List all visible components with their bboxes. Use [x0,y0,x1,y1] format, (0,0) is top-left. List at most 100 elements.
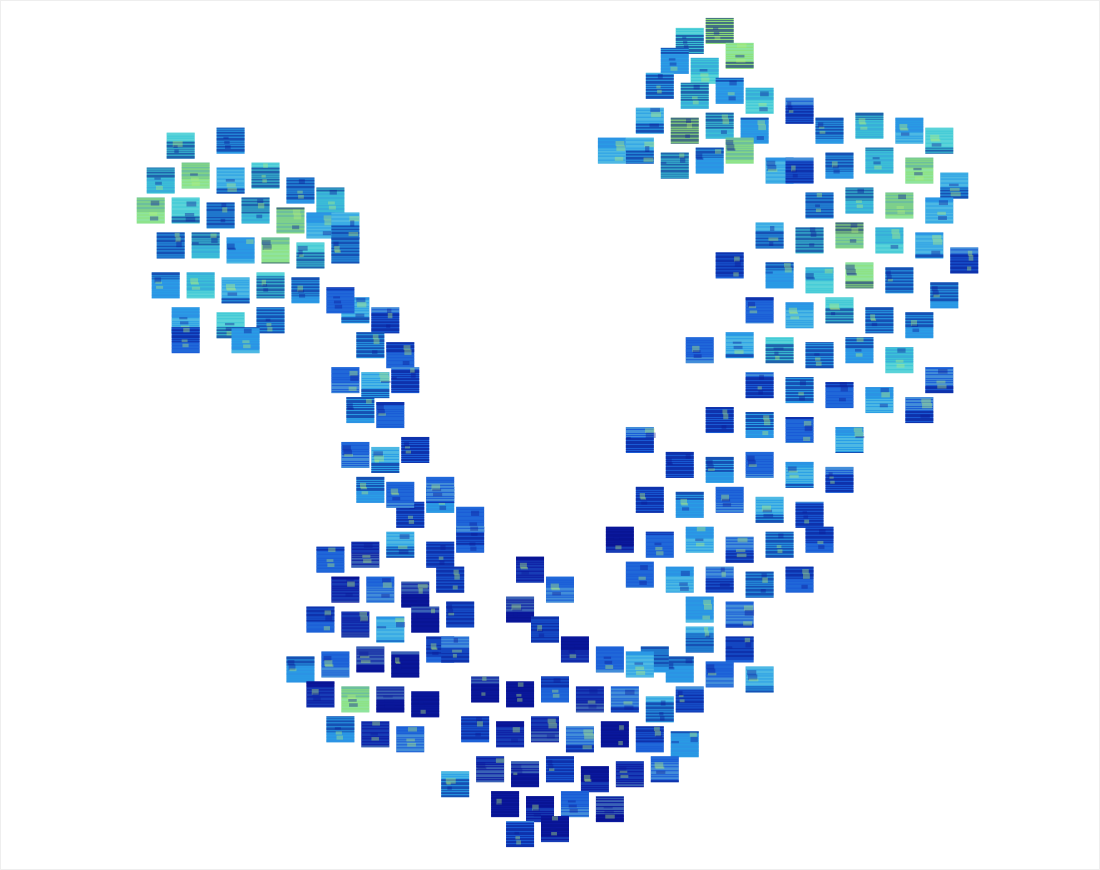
tile-base [676,492,704,518]
chart-container [0,0,1100,870]
tile-stripe [786,321,814,322]
tile-blob [891,245,899,249]
tile-stripe [646,710,674,711]
spectrogram-tile [756,497,784,523]
tile-stripe [581,788,609,789]
tile-blob [855,436,864,438]
tile-stripe [806,551,834,553]
tile-blob [762,577,768,582]
tile-stripe [541,828,569,831]
tile-stripe [436,590,464,593]
tile-blob [815,357,820,360]
tile-stripe [825,388,853,391]
tile-stripe [561,639,589,640]
tile-stripe [316,547,344,548]
tile-base [825,382,853,408]
tile-blob [645,146,649,152]
tile-base [636,108,664,134]
tile-stripe [661,55,689,58]
tile-stripe [726,354,754,357]
tile-stripe [351,550,379,553]
tile-blob [570,654,577,658]
tile-blob [897,348,905,352]
tile-stripe [646,543,674,546]
tile-stripe [885,370,913,373]
tile-stripe [676,704,704,705]
tile-stripe [626,658,654,661]
tile-stripe [895,122,923,123]
spectrogram-tile [636,487,664,513]
tile-stripe [661,170,689,173]
tile-blob [413,617,418,619]
tile-stripe [531,731,559,733]
tile-stripe [596,653,624,656]
tile-stripe [646,718,674,721]
spectrogram-tile [516,557,544,583]
tile-stripe [706,587,734,590]
tile-stripe [461,728,489,729]
tile-stripe [671,139,699,142]
tile-blob [857,204,863,208]
tile-stripe [825,488,853,489]
spectrogram-tile [506,597,534,623]
tile-stripe [746,428,774,430]
tile-blob [825,269,833,274]
tile-stripe [716,93,744,95]
tile-stripe [636,743,664,746]
tile-stripe [756,503,784,505]
tile-stripe [506,681,534,682]
tile-stripe [331,580,359,582]
tile-stripe [426,547,454,550]
tile-stripe [796,237,824,240]
tile-blob [324,626,330,630]
tile-stripe [541,688,569,689]
tile-stripe [726,659,754,660]
tile-stripe [925,153,953,154]
tile-stripe [686,652,714,653]
spectrogram-tile [925,198,953,224]
tile-stripe [706,573,734,576]
tile-base [825,467,853,493]
tile-stripe [766,540,794,543]
tile-blob [538,629,543,632]
spectrogram-tile [646,696,674,722]
tile-stripe [461,716,489,718]
spectrogram-tile [546,577,574,603]
tile-base [845,337,873,363]
tile-blob [762,573,767,578]
tile-blob [735,55,744,58]
tile-stripe [746,101,774,102]
tile-blob [512,764,522,769]
tile-stripe [686,343,714,345]
tile-stripe [676,38,704,41]
tile-stripe [546,778,574,779]
tile-stripe [716,507,744,509]
tile-blob [533,809,540,812]
tile-stripe [386,532,414,533]
tile-stripe [706,661,734,664]
tile-stripe [376,641,404,642]
spectrogram-tile [386,532,414,558]
tile-stripe [726,51,754,54]
tile-stripe [835,441,863,443]
tile-stripe [541,837,569,839]
tile-stripe [806,291,834,292]
tile-blob [856,200,862,203]
tile-base [491,791,519,817]
tile-stripe [905,316,933,317]
tile-stripe [331,597,359,600]
tile-blob [635,667,644,670]
tile-stripe [676,46,704,48]
tile-stripe [491,814,519,816]
tile-blob [496,758,504,763]
tile-blob [654,727,660,731]
tile-stripe [865,327,893,328]
tile-stripe [661,59,689,62]
tile-stripe [726,602,754,604]
tile-stripe [746,90,774,92]
tile-base [566,726,594,752]
tile-blob [715,149,721,154]
tile-blob [721,130,727,134]
tile-base [681,83,709,109]
tile-stripe [341,629,369,632]
